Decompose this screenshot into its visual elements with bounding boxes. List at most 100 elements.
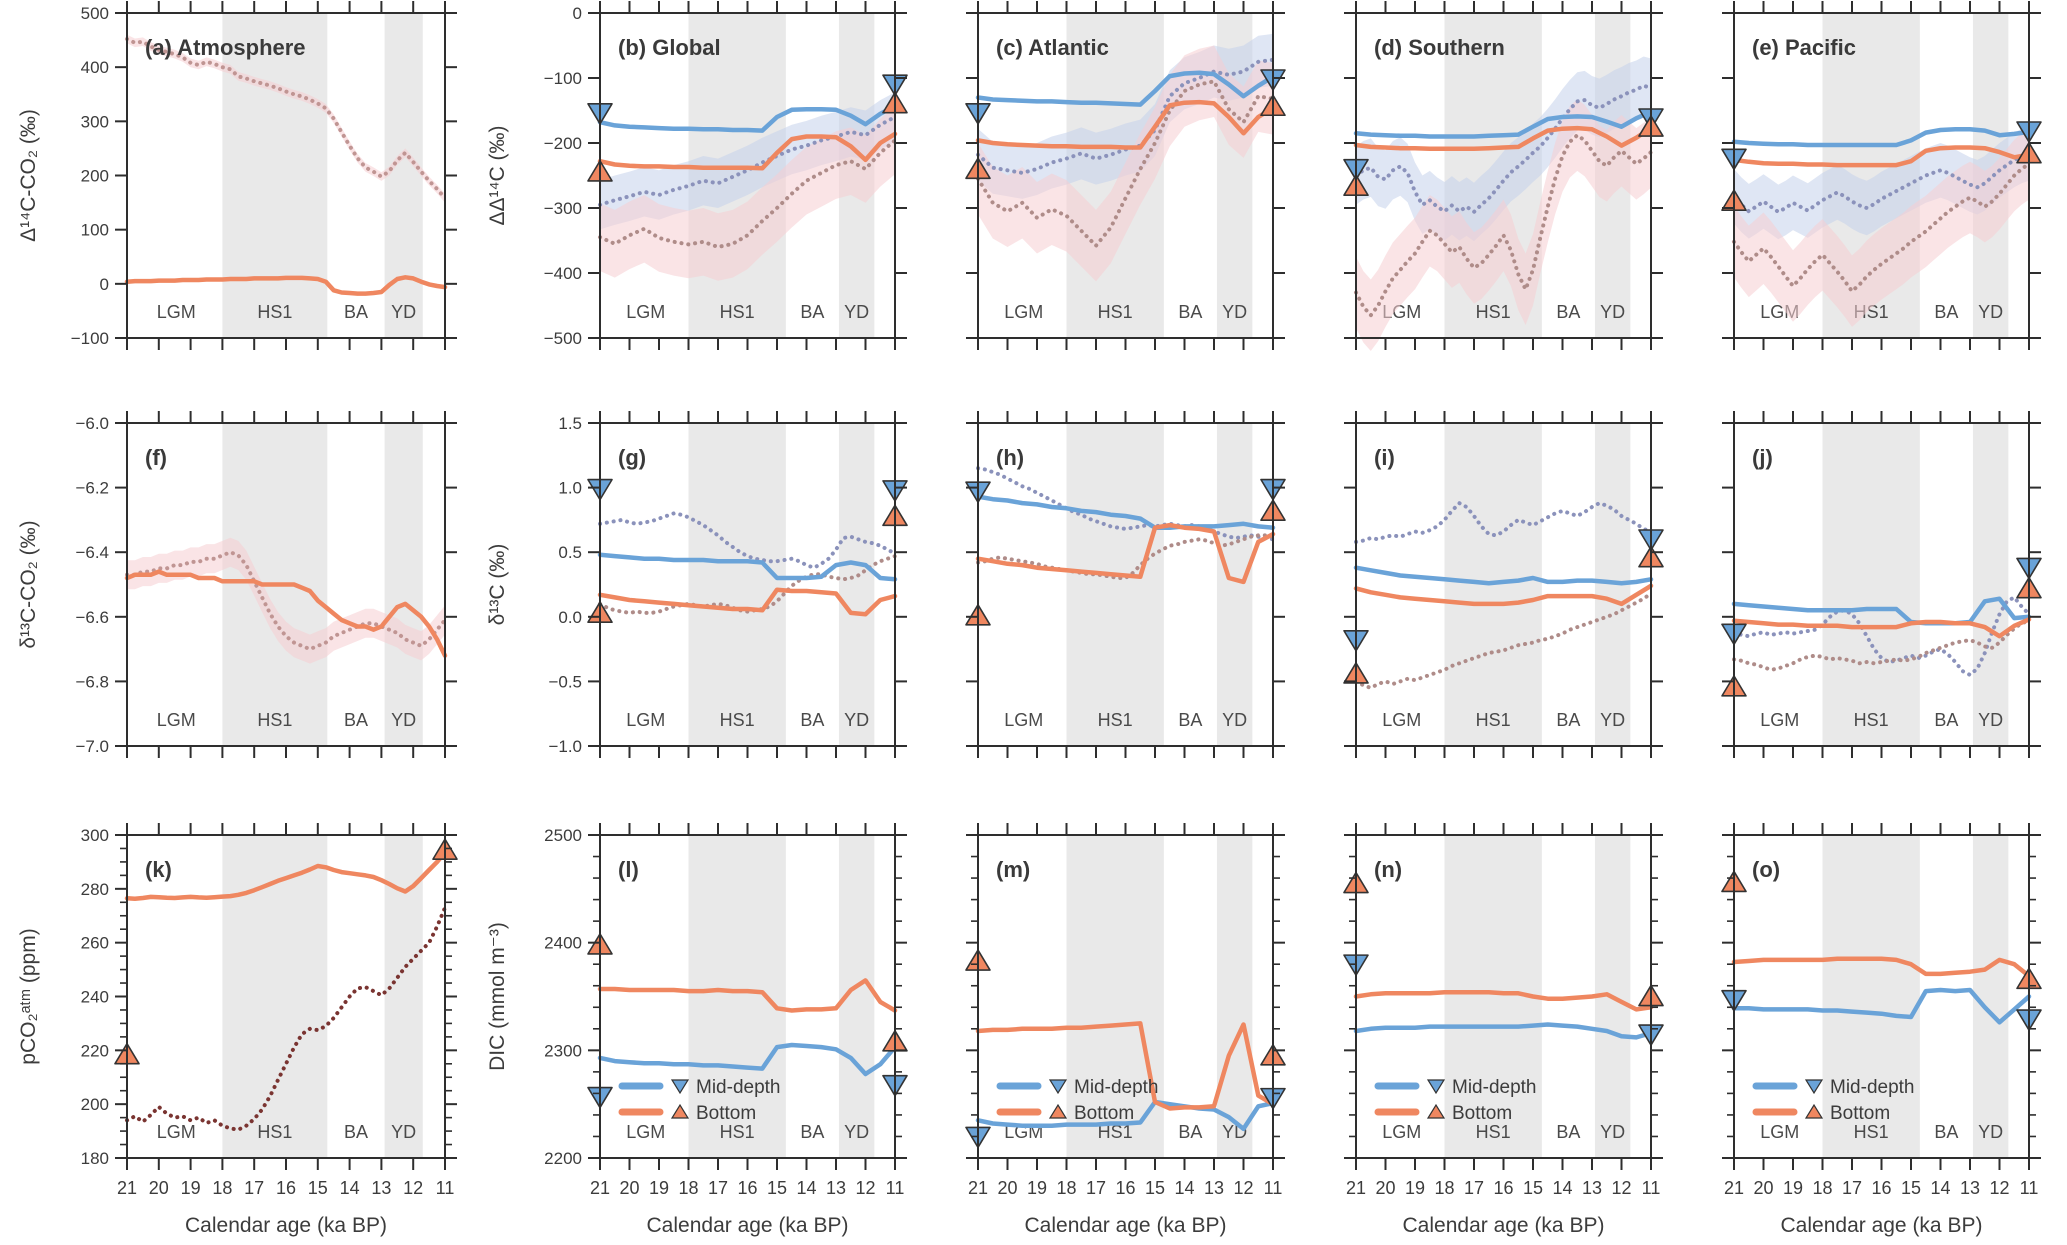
legend-marker-bottom-icon [1048, 1103, 1068, 1119]
y-tick-label: 0.5 [558, 543, 582, 562]
period-label-lgm: LGM [1760, 1122, 1799, 1142]
panel-n: LGM HS1 BA YD Mid-depth Bottom 21 20 19 18 17 16 15 1… [1343, 823, 1664, 1237]
y-tick-label: −500 [544, 329, 582, 348]
y-tick-label: −6.6 [75, 608, 109, 627]
period-label-hs1: HS1 [1476, 710, 1511, 730]
confidence-band-reconstructed-bottom [978, 45, 1273, 282]
period-label-ba: BA [1934, 302, 1958, 322]
panel-title-h: (h) [996, 445, 1024, 470]
period-label-hs1: HS1 [1854, 710, 1889, 730]
period-label-ba: BA [344, 1122, 368, 1142]
period-label-lgm: LGM [1004, 710, 1043, 730]
panel-k: LGM HS1 BA YD 21 20 19 18 17 16 15 14 13 12 11 300 280 26… [81, 823, 458, 1237]
period-band-hs1 [1066, 835, 1164, 1158]
y-tick-label: −200 [544, 134, 582, 153]
x-tick-label: 20 [1753, 1178, 1773, 1198]
y-tick-label: −1.0 [548, 737, 582, 756]
period-label-yd: YD [1222, 710, 1247, 730]
x-tick-label: 21 [117, 1178, 137, 1198]
legend-marker-bottom-icon [670, 1103, 690, 1119]
series-line-simulated-mid-depth [1353, 565, 1654, 586]
panel-title-m: (m) [996, 857, 1030, 882]
panel-title-d: (d) Southern [1374, 35, 1505, 60]
y-tick-label: −100 [71, 329, 109, 348]
period-label-ba: BA [800, 710, 824, 730]
period-label-yd: YD [844, 302, 869, 322]
period-label-yd: YD [844, 710, 869, 730]
period-label-yd: YD [391, 710, 416, 730]
series-line-reconstructed-mid-depth [598, 511, 897, 570]
x-tick-label: 17 [244, 1178, 264, 1198]
series-line-simulated-bottom [1353, 989, 1654, 1012]
panel-c: LGM HS1 BA YD (c) Atlantic [965, 1, 1286, 350]
y-tick-label: −6.0 [75, 414, 109, 433]
y-axis-title-row2-col0: pCO₂ᵃᵗᵐ (ppm) [17, 928, 40, 1064]
x-tick-label: 18 [212, 1178, 232, 1198]
period-label-ba: BA [1934, 1122, 1958, 1142]
x-tick-label: 15 [1145, 1178, 1165, 1198]
period-label-hs1: HS1 [1098, 1122, 1133, 1142]
panel-h: LGM HS1 BA YD (h) [965, 411, 1286, 758]
y-tick-label: 500 [81, 4, 109, 23]
x-tick-label: 13 [1960, 1178, 1980, 1198]
y-tick-label: 200 [81, 167, 109, 186]
period-label-lgm: LGM [1382, 1122, 1421, 1142]
x-tick-label: 11 [1642, 1178, 1661, 1198]
x-tick-label: 14 [340, 1178, 360, 1198]
panel-title-i: (i) [1374, 445, 1395, 470]
panel-a: LGM HS1 BA YD 500 400 300 200 100 0 −100 (a) Atmosp… [71, 1, 457, 350]
series-line-simulated-bottom [975, 1021, 1276, 1111]
y-tick-label: 2500 [544, 826, 582, 845]
period-label-yd: YD [391, 1122, 416, 1142]
series-line-simulated-mid-depth [597, 103, 898, 133]
series-line-simulated-pco2 [124, 850, 448, 902]
x-tick-label: 19 [649, 1178, 669, 1198]
series-line-simulated-mid-depth [597, 552, 898, 582]
period-band-yd [1972, 835, 2009, 1158]
series-line-simulated-mid-depth [1731, 596, 2032, 626]
period-band-yd [838, 423, 875, 746]
legend-label-bottom: Bottom [1074, 1103, 1134, 1124]
x-tick-label: 12 [855, 1178, 875, 1198]
x-tick-label: 17 [1842, 1178, 1862, 1198]
period-band-yd [384, 423, 423, 746]
legend-marker-mid-depth-icon [1426, 1079, 1446, 1095]
panel-title-g: (g) [618, 445, 646, 470]
y-axis-title-row0-col1: ΔΔ¹⁴C (‰) [486, 125, 509, 225]
period-label-yd: YD [1978, 302, 2003, 322]
x-tick-label: 18 [1056, 1178, 1076, 1198]
period-label-hs1: HS1 [1476, 302, 1511, 322]
series-line-simulated-bottom [1731, 145, 2032, 168]
period-label-hs1: HS1 [1476, 1122, 1511, 1142]
period-label-hs1: HS1 [257, 302, 292, 322]
x-tick-label: 21 [590, 1178, 610, 1198]
x-tick-label: 16 [1871, 1178, 1891, 1198]
series-line-reconstructed-bottom [1732, 618, 2031, 672]
x-tick-label: 12 [1233, 1178, 1253, 1198]
period-label-lgm: LGM [1760, 710, 1799, 730]
x-tick-label: 21 [1346, 1178, 1366, 1198]
panel-d: LGM HS1 BA YD(d) Southern [1343, 1, 1664, 352]
y-tick-label: 2300 [544, 1041, 582, 1060]
x-tick-label: 14 [796, 1178, 816, 1198]
x-tick-label: 15 [1901, 1178, 1921, 1198]
panel-title-j: (j) [1752, 445, 1773, 470]
y-tick-label: −100 [544, 69, 582, 88]
period-label-yd: YD [1600, 710, 1625, 730]
period-label-ba: BA [344, 302, 368, 322]
x-tick-label: 21 [968, 1178, 988, 1198]
period-band-hs1 [1822, 423, 1920, 746]
panel-l: LGM HS1 BA YD Mid-depth Bottom 21 20 19 18 17 16 15 1… [544, 823, 908, 1237]
series-line-reconstructed-bottom [598, 554, 897, 615]
period-label-hs1: HS1 [720, 302, 755, 322]
series-line-simulated-mid-depth [1353, 109, 1654, 139]
panel-i: LGM HS1 BA YD (i) [1343, 411, 1664, 758]
y-axis-title-row1-col0: δ¹³C-CO₂ (‰) [17, 520, 40, 648]
y-tick-label: 220 [81, 1041, 109, 1060]
period-label-ba: BA [800, 1122, 824, 1142]
series-line-simulated-bottom [975, 99, 1276, 150]
period-label-yd: YD [844, 1122, 869, 1142]
x-axis-title: Calendar age (ka BP) [1781, 1214, 1983, 1237]
series-line-simulated-mid-depth [597, 1042, 898, 1077]
panel-e: LGM HS1 BA YD(e) Pacific [1721, 1, 2042, 350]
